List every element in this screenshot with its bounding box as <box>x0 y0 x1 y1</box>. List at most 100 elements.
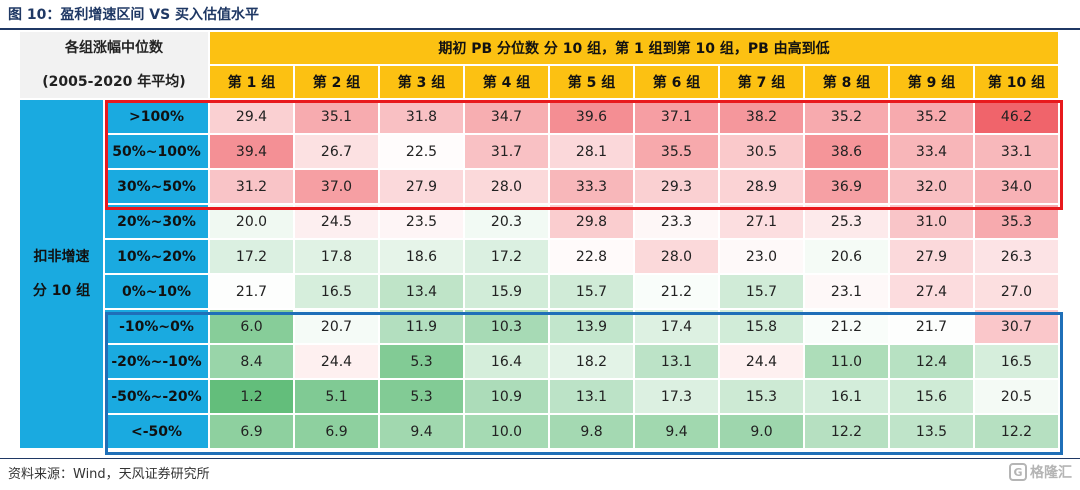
table-cell-value: 6.0 <box>210 310 295 345</box>
table-cell-value: 22.5 <box>380 135 465 170</box>
table-cell-value: 29.8 <box>550 205 635 240</box>
table-cell-value: 25.3 <box>805 205 890 240</box>
table-cell-value: 13.9 <box>550 310 635 345</box>
watermark-text: 格隆汇 <box>1030 465 1072 481</box>
table-cell-value: 21.2 <box>635 275 720 310</box>
table-cell-value: 22.8 <box>550 240 635 275</box>
growth-row-label: 50%~100% <box>105 135 210 170</box>
table-cell-value: 23.3 <box>635 205 720 240</box>
table-cell-value: 28.0 <box>465 170 550 205</box>
table-cell-value: 12.2 <box>975 415 1060 450</box>
heatmap-table: 各组涨幅中位数 (2005-2020 年平均) 期初 PB 分位数 分 10 组，第… <box>20 32 1060 450</box>
group-header: 第 4 组 <box>465 66 550 100</box>
table-cell-value: 15.9 <box>465 275 550 310</box>
table-cell-value: 16.1 <box>805 380 890 415</box>
figure-title: 图 10：盈利增速区间 VS 买入估值水平 <box>8 7 260 23</box>
table-cell-value: 28.9 <box>720 170 805 205</box>
table-cell-value: 20.0 <box>210 205 295 240</box>
table-cell-value: 20.5 <box>975 380 1060 415</box>
group-header: 第 8 组 <box>805 66 890 100</box>
table-cell-value: 28.1 <box>550 135 635 170</box>
growth-row-label: >100% <box>105 100 210 135</box>
title-divider <box>0 28 1080 30</box>
growth-row-label: 10%~20% <box>105 240 210 275</box>
table-cell-value: 15.3 <box>720 380 805 415</box>
table-cell-value: 38.6 <box>805 135 890 170</box>
table-cell-value: 13.1 <box>550 380 635 415</box>
table-cell-value: 9.4 <box>380 415 465 450</box>
table-cell-value: 33.4 <box>890 135 975 170</box>
table-cell-value: 34.7 <box>465 100 550 135</box>
table-cell-value: 6.9 <box>210 415 295 450</box>
corner-header-line1: 各组涨幅中位数 <box>65 40 163 56</box>
table-cell-value: 16.5 <box>975 345 1060 380</box>
table-cell-value: 35.1 <box>295 100 380 135</box>
table-cell-value: 38.2 <box>720 100 805 135</box>
corner-header-line2: (2005-2020 年平均) <box>42 74 186 90</box>
table-cell-value: 30.7 <box>975 310 1060 345</box>
table-cell-value: 46.2 <box>975 100 1060 135</box>
table-cell-value: 33.3 <box>550 170 635 205</box>
group-header: 第 9 组 <box>890 66 975 100</box>
table-cell-value: 1.2 <box>210 380 295 415</box>
table-cell-value: 10.3 <box>465 310 550 345</box>
table-cell-value: 17.2 <box>465 240 550 275</box>
table-cell-value: 15.7 <box>550 275 635 310</box>
table-cell-value: 39.4 <box>210 135 295 170</box>
table-cell-value: 15.6 <box>890 380 975 415</box>
table-cell-value: 11.9 <box>380 310 465 345</box>
table-cell-value: 9.0 <box>720 415 805 450</box>
table-cell-value: 35.2 <box>805 100 890 135</box>
source-note: 资料来源：Wind，天风证券研究所 <box>8 467 210 482</box>
table-cell-value: 9.8 <box>550 415 635 450</box>
side-label-line1: 扣非增速 <box>33 249 90 265</box>
table-corner-header: 各组涨幅中位数 (2005-2020 年平均) <box>20 32 210 100</box>
table-cell-value: 17.8 <box>295 240 380 275</box>
table-cell-value: 21.2 <box>805 310 890 345</box>
table-cell-value: 18.6 <box>380 240 465 275</box>
group-header: 第 3 组 <box>380 66 465 100</box>
growth-row-label: 30%~50% <box>105 170 210 205</box>
table-cell-value: 17.3 <box>635 380 720 415</box>
gelonghui-logo-icon: G <box>1009 463 1027 481</box>
table-cell-value: 26.3 <box>975 240 1060 275</box>
group-header: 第 1 组 <box>210 66 295 100</box>
table-cell-value: 13.4 <box>380 275 465 310</box>
growth-row-label: <-50% <box>105 415 210 450</box>
table-cell-value: 11.0 <box>805 345 890 380</box>
bottom-divider <box>0 458 1080 459</box>
table-cell-value: 5.3 <box>380 345 465 380</box>
table-cell-value: 36.9 <box>805 170 890 205</box>
growth-row-label: -20%~-10% <box>105 345 210 380</box>
side-label-line2: 分 10 组 <box>32 283 91 299</box>
table-cell-value: 31.7 <box>465 135 550 170</box>
table-cell-value: 13.1 <box>635 345 720 380</box>
table-cell-value: 31.2 <box>210 170 295 205</box>
watermark: G 格隆汇 <box>1009 461 1072 483</box>
growth-group-side-label: 扣非增速分 10 组 <box>20 100 105 450</box>
pb-quantile-header: 期初 PB 分位数 分 10 组，第 1 组到第 10 组，PB 由高到低 <box>210 32 1060 66</box>
table-cell-value: 27.1 <box>720 205 805 240</box>
growth-row-label: -50%~-20% <box>105 380 210 415</box>
table-cell-value: 16.5 <box>295 275 380 310</box>
table-cell-value: 37.0 <box>295 170 380 205</box>
table-cell-value: 5.1 <box>295 380 380 415</box>
table-cell-value: 20.7 <box>295 310 380 345</box>
table-cell-value: 29.4 <box>210 100 295 135</box>
table-cell-value: 24.5 <box>295 205 380 240</box>
table-cell-value: 6.9 <box>295 415 380 450</box>
group-header: 第 6 组 <box>635 66 720 100</box>
table-cell-value: 35.3 <box>975 205 1060 240</box>
table-cell-value: 35.5 <box>635 135 720 170</box>
table-cell-value: 21.7 <box>210 275 295 310</box>
table-cell-value: 17.4 <box>635 310 720 345</box>
group-header: 第 10 组 <box>975 66 1060 100</box>
table-cell-value: 20.3 <box>465 205 550 240</box>
table-cell-value: 29.3 <box>635 170 720 205</box>
growth-row-label: 0%~10% <box>105 275 210 310</box>
table-cell-value: 39.6 <box>550 100 635 135</box>
table-cell-value: 13.5 <box>890 415 975 450</box>
table-cell-value: 24.4 <box>720 345 805 380</box>
group-header: 第 7 组 <box>720 66 805 100</box>
table-cell-value: 27.0 <box>975 275 1060 310</box>
